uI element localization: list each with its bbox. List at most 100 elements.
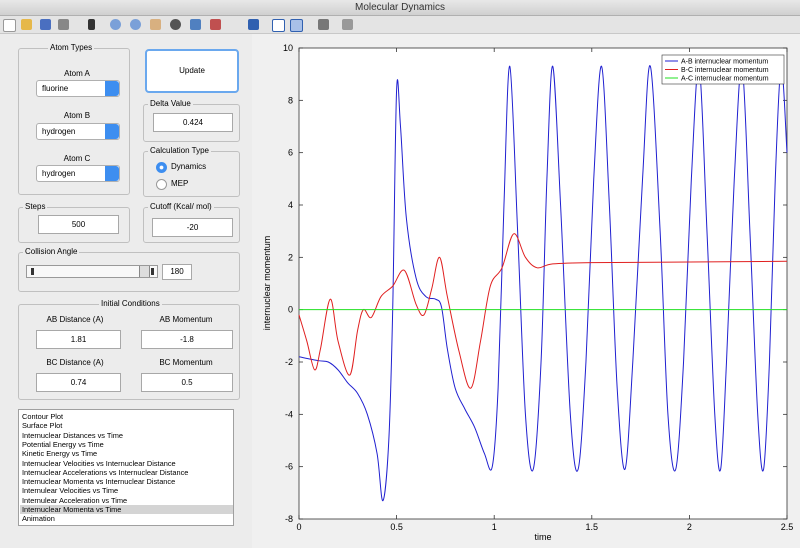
list-item[interactable]: Internuclear Distances vs Time (22, 430, 124, 440)
panel-title: Atom Types (48, 43, 95, 52)
pan-icon[interactable] (150, 19, 161, 30)
y-tick-label: -8 (285, 514, 293, 524)
y-tick-label: 8 (288, 95, 293, 105)
link-icon[interactable] (248, 19, 259, 30)
ab-distance-input[interactable]: 1.81 (36, 330, 121, 349)
update-button[interactable]: Update (145, 49, 239, 93)
radio-label: MEP (171, 179, 189, 188)
dropdown-arrow (105, 81, 119, 96)
label: Atom B (63, 111, 91, 120)
legend-label: A-B internuclear momentum (681, 59, 768, 66)
x-tick-label: 0 (296, 522, 301, 532)
list-item[interactable]: Internulear Acceleration vs Time (22, 495, 128, 505)
list-item[interactable]: Animation (22, 514, 55, 524)
label: AB Momentum (159, 315, 213, 324)
panel-title: Calculation Type (148, 146, 211, 155)
new-icon[interactable] (3, 19, 16, 32)
list-item[interactable]: Internuclear Momenta vs Time (20, 505, 233, 514)
bc-momentum-input[interactable]: 0.5 (141, 373, 233, 392)
list-item[interactable]: Potential Energy vs Time (22, 439, 104, 449)
steps-input[interactable]: 500 (38, 215, 119, 234)
list-item[interactable]: Kinetic Energy vs Time (22, 449, 98, 459)
y-tick-label: 10 (283, 43, 293, 53)
delta-input[interactable]: 0.424 (153, 113, 233, 132)
legend-label: B-C internuclear momentum (681, 67, 769, 74)
radio-button[interactable] (156, 162, 167, 173)
x-tick-label: 1.5 (586, 522, 599, 532)
dropdown-arrow (105, 166, 119, 181)
y-tick-label: 6 (288, 148, 293, 158)
datacursor-icon[interactable] (190, 19, 201, 30)
y-tick-label: 2 (288, 252, 293, 262)
show-tools-icon[interactable] (342, 19, 353, 30)
colorbar-icon[interactable] (272, 19, 285, 32)
label: BC Distance (A) (46, 358, 104, 367)
radio-button[interactable] (156, 179, 167, 190)
slider-right-arrow (151, 268, 154, 275)
list-item[interactable]: Contour Plot (22, 412, 64, 421)
x-tick-label: 2.5 (781, 522, 794, 532)
toolbar (0, 16, 800, 34)
panel-title: Cutoff (Kcal/ mol) (148, 202, 214, 211)
window-title: Molecular Dynamics (0, 0, 800, 16)
slider-thumb[interactable] (139, 266, 150, 277)
hide-tools-icon[interactable] (318, 19, 329, 30)
atom-a-select[interactable]: fluorine (36, 80, 120, 97)
bc-distance-input[interactable]: 0.74 (36, 373, 121, 392)
value: hydrogen (42, 127, 76, 136)
pointer-icon[interactable] (88, 19, 95, 30)
legend-label: A-C internuclear momentum (681, 76, 769, 83)
atom-b-select[interactable]: hydrogen (36, 123, 120, 140)
legend-icon[interactable] (290, 19, 303, 32)
angle-input[interactable]: 180 (162, 264, 192, 280)
list-item[interactable]: Internuclear Momenta vs Internuclear Dis… (22, 477, 176, 487)
panel-title: Collision Angle (23, 247, 80, 256)
angle-panel (18, 252, 240, 292)
open-icon[interactable] (21, 19, 32, 30)
list-item[interactable]: Internuclear Velocities vs Internuclear … (22, 458, 176, 468)
label: BC Momentum (159, 358, 213, 367)
cutoff-input[interactable]: -20 (152, 218, 233, 237)
x-tick-label: 0.5 (390, 522, 403, 532)
list-item[interactable]: Internulear Velocities vs Time (22, 486, 119, 496)
list-item[interactable]: Surface Plot (22, 421, 63, 431)
panel-title: Initial Conditions (99, 299, 162, 308)
plot-listbox[interactable]: Contour Plot Surface Plot Internuclear Dis… (18, 409, 234, 526)
x-tick-label: 1 (492, 522, 497, 532)
y-tick-label: -4 (285, 409, 293, 419)
y-tick-label: -6 (285, 462, 293, 472)
series-line (298, 233, 788, 389)
axes-box (298, 47, 788, 520)
slider-left-arrow (31, 268, 34, 275)
y-axis-label: internuclear momentum (262, 236, 272, 331)
x-axis-label: time (534, 532, 551, 542)
angle-slider[interactable] (26, 265, 158, 278)
zoom-in-icon[interactable] (110, 19, 121, 30)
y-tick-label: 4 (288, 200, 293, 210)
panel-title: Steps (23, 202, 48, 211)
value: fluorine (42, 84, 69, 93)
legend-box (661, 54, 785, 85)
list-item[interactable]: Internuclear Accelerations vs Internucle… (22, 467, 189, 477)
label: AB Distance (A) (46, 315, 104, 324)
y-tick-label: 0 (288, 305, 293, 315)
value: hydrogen (42, 169, 76, 178)
ab-momentum-input[interactable]: -1.8 (141, 330, 233, 349)
x-tick-label: 2 (687, 522, 692, 532)
brush-icon[interactable] (210, 19, 221, 30)
label: Atom C (63, 154, 91, 163)
label: Atom A (64, 69, 90, 78)
zoom-out-icon[interactable] (130, 19, 141, 30)
steps-panel (18, 207, 130, 243)
panel-title: Delta Value (148, 99, 193, 108)
y-tick-label: -2 (285, 357, 293, 367)
print-icon[interactable] (58, 19, 69, 30)
atom-c-select[interactable]: hydrogen (36, 165, 120, 182)
save-icon[interactable] (40, 19, 51, 30)
rotate-icon[interactable] (170, 19, 181, 30)
radio-label: Dynamics (171, 162, 207, 171)
dropdown-arrow (105, 124, 119, 139)
series-line (298, 65, 788, 502)
